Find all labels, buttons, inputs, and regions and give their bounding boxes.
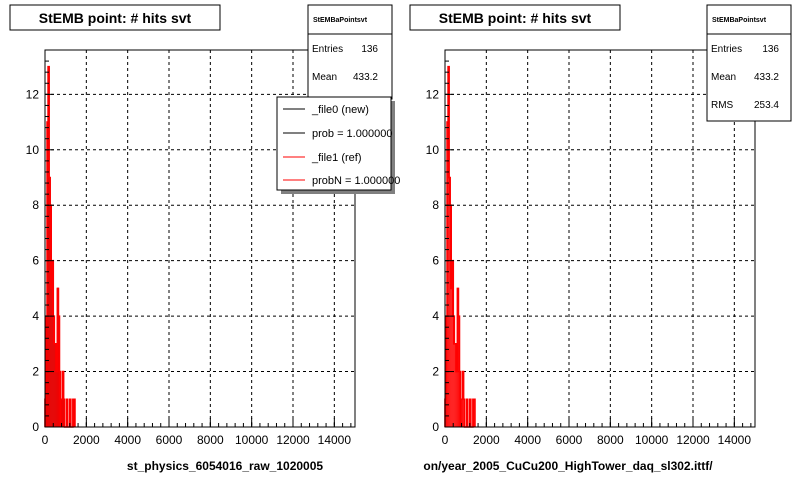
x-tick-label: 8000 [597,433,624,447]
left-legend-frame [276,96,392,191]
y-tick-label: 12 [26,87,40,101]
x-tick-label: 0 [42,433,49,447]
legend-label-prob: prob = 1.000000 [312,128,392,140]
y-tick-label: 2 [32,365,39,379]
right-plot-frame [444,49,756,428]
left-histogram-panel: StEMB point: # hits svt 0 2000 4000 6000 800… [9,4,400,473]
right-axis-ticks: 0 2000 4000 6000 8000 10000 12000 14000 0 2 4 6 8 10 1… [426,60,752,447]
x-tick-label: 4000 [114,433,141,447]
y-tick-label: 6 [32,254,39,268]
x-tick-label: 10000 [635,433,669,447]
left-title-box [9,4,221,31]
right-stats-frame [706,4,792,122]
x-tick-label: 4000 [514,433,541,447]
right-stats-entries-label: Entries [711,44,742,55]
y-tick-label: 10 [426,143,440,157]
x-tick-label: 2000 [473,433,500,447]
left-stats-title: StEMBaPointsvt [313,17,368,24]
left-legend: _file0 (new) prob = 1.000000 _file1 (ref… [276,96,400,194]
legend-label-probn: probN = 1.000000 [312,175,400,187]
left-stats-frame [307,4,393,100]
y-tick-label: 6 [432,254,439,268]
y-tick-label: 2 [432,365,439,379]
x-tick-label: 14000 [718,433,752,447]
x-tick-label: 14000 [318,433,352,447]
right-stats-entries-value: 136 [762,44,779,55]
x-tick-label: 12000 [676,433,710,447]
right-histogram-bars [444,65,476,428]
y-tick-label: 0 [32,420,39,434]
right-stats-rms-value: 253.4 [754,100,779,111]
x-tick-label: 6000 [556,433,583,447]
y-tick-label: 8 [432,198,439,212]
y-tick-label: 4 [32,309,39,323]
right-grid [445,50,755,427]
left-x-axis-label: st_physics_6054016_raw_1020005 [127,459,323,473]
right-stats-rms-label: RMS [711,100,734,111]
right-stats-mean-label: Mean [711,72,736,83]
right-title-box [409,4,621,31]
y-tick-label: 12 [426,87,440,101]
y-tick-label: 8 [32,198,39,212]
left-stats-mean-value: 433.2 [353,72,378,83]
legend-label-file1: _file1 (ref) [311,152,362,164]
left-histogram-bars [44,65,76,428]
left-chart-title: StEMB point: # hits svt [39,10,192,26]
left-stats-entries-label: Entries [312,44,343,55]
right-stats-mean-value: 433.2 [754,72,779,83]
x-tick-label: 8000 [197,433,224,447]
left-stats-entries-value: 136 [361,44,378,55]
y-tick-label: 4 [432,309,439,323]
x-tick-label: 0 [442,433,449,447]
left-stats-mean-label: Mean [312,72,337,83]
x-tick-label: 2000 [73,433,100,447]
y-tick-label: 10 [26,143,40,157]
right-histogram-panel: StEMB point: # hits svt 0 2000 4000 6000 800… [409,4,792,473]
right-chart-title: StEMB point: # hits svt [439,10,592,26]
x-tick-label: 6000 [156,433,183,447]
legend-label-file0: _file0 (new) [311,104,369,116]
left-stats-box: StEMBaPointsvt Entries 136 Mean 433.2 [307,4,393,100]
x-tick-label: 10000 [235,433,269,447]
left-axis-ticks: 0 2000 4000 6000 8000 10000 12000 14000 0 2 4 6 8 10 1… [26,60,352,447]
right-stats-title: StEMBaPointsvt [712,17,767,24]
y-tick-label: 0 [432,420,439,434]
right-x-axis-label: on/year_2005_CuCu200_HighTower_daq_sl302… [423,459,713,473]
x-tick-label: 12000 [276,433,310,447]
right-stats-box: StEMBaPointsvt Entries 136 Mean 433.2 RM… [706,4,792,122]
